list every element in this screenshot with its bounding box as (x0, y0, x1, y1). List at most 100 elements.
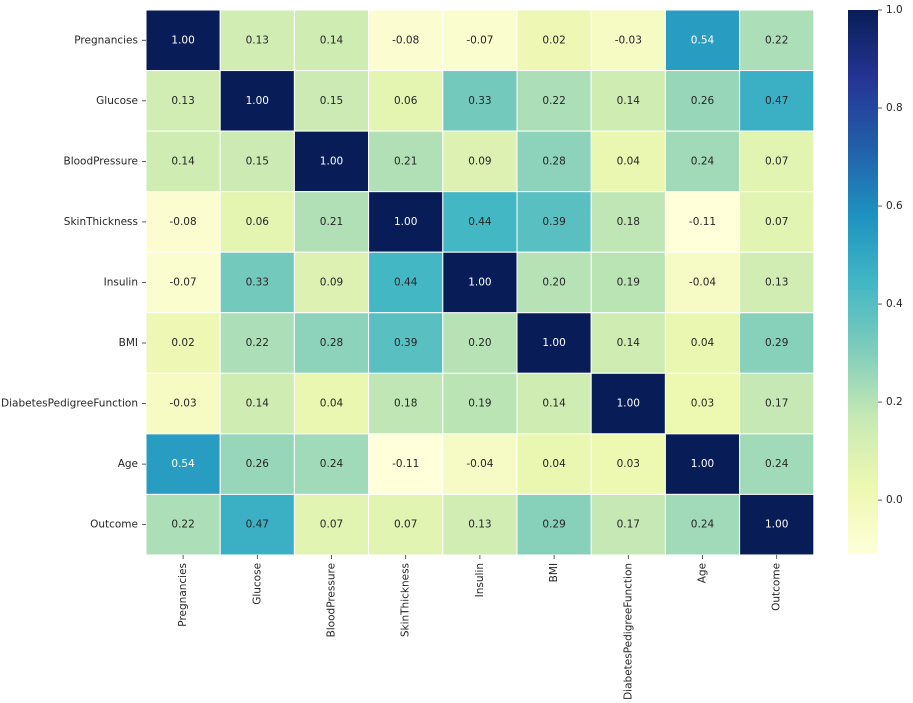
cell-value-label: 0.21 (394, 155, 417, 167)
x-tick-label: Outcome (771, 563, 783, 611)
heatmap-cell (219, 372, 295, 435)
cell-value-label: 0.09 (468, 155, 491, 167)
cell-value-label: 0.04 (691, 337, 715, 349)
cell-value-label: 0.14 (320, 34, 344, 46)
heatmap-cell (442, 130, 518, 193)
cell-value-label: 0.54 (691, 34, 715, 46)
cell-value-label: 0.04 (320, 398, 344, 410)
cell-value-label: 1.00 (765, 519, 788, 531)
cell-value-label: 0.06 (246, 216, 270, 228)
cell-value-label: 1.00 (468, 276, 491, 288)
x-tick-label: Age (697, 563, 709, 583)
heatmap-cell (293, 433, 370, 495)
cell-value-label: -0.11 (392, 458, 419, 470)
cell-value-label: 0.29 (542, 519, 565, 531)
heatmap-cell (516, 433, 592, 495)
y-axis: Pregnancies Glucose BloodPressure SkinThick… (1, 34, 146, 531)
heatmap-cell (293, 9, 370, 72)
cell-value-label: 0.22 (246, 337, 269, 349)
heatmap-cell (664, 312, 741, 374)
cell-value-label: 0.15 (320, 95, 343, 107)
x-tick-label: BloodPressure (326, 563, 338, 637)
cell-value-label: 0.26 (691, 95, 715, 107)
cell-value-label: -0.08 (170, 216, 197, 228)
x-tick-label: BMI (548, 563, 560, 582)
heatmap-cell (145, 70, 221, 132)
cell-value-label: 0.03 (691, 398, 714, 410)
cell-value-label: 0.07 (765, 155, 788, 167)
heatmap-cell (516, 9, 592, 72)
cell-value-label: 0.17 (765, 398, 788, 410)
heatmap-cell (516, 493, 592, 556)
cell-value-label: 0.39 (542, 216, 565, 228)
heatmap-cell (219, 130, 295, 193)
cell-value-label: 0.20 (468, 337, 491, 349)
cell-value-label: 0.21 (320, 216, 343, 228)
cell-value-label: 0.18 (394, 398, 417, 410)
heatmap-cell (219, 9, 295, 72)
heatmap-cell (442, 433, 518, 495)
colorbar-tick-label: 0.2 (886, 396, 903, 408)
cell-value-label: 0.02 (171, 337, 194, 349)
cell-value-label: 0.47 (246, 519, 269, 531)
x-tick-label: SkinThickness (400, 563, 412, 637)
heatmap-annotations: 1.00 0.13 0.14 -0.08 -0.07 0.02 -0.03 0.54 0.22 0… (170, 34, 789, 530)
cell-value-label: 0.07 (320, 519, 343, 531)
x-tick-label: DiabetesPedigreeFunction (622, 563, 634, 699)
heatmap-cell (293, 493, 370, 556)
cell-value-label: 0.15 (246, 155, 269, 167)
cell-value-label: 0.22 (765, 34, 788, 46)
heatmap-cell (145, 191, 221, 253)
cell-value-label: 1.00 (394, 216, 417, 228)
cell-value-label: -0.04 (466, 458, 493, 470)
cell-value-label: 0.17 (617, 519, 640, 531)
heatmap-cell (368, 433, 444, 495)
y-tick-label: Pregnancies (74, 34, 138, 46)
cell-value-label: 0.28 (320, 337, 343, 349)
cell-value-label: 1.00 (691, 458, 714, 470)
heatmap-cell (739, 312, 815, 374)
cell-value-label: 0.13 (246, 34, 269, 46)
cell-value-label: 0.19 (617, 276, 640, 288)
heatmap-cell (145, 9, 221, 72)
cell-value-label: 0.13 (765, 276, 788, 288)
x-axis: Pregnancies Glucose BloodPressure SkinThick… (177, 554, 783, 700)
x-tick-label: Insulin (474, 563, 486, 597)
cell-value-label: 0.18 (617, 216, 640, 228)
cell-value-label: -0.03 (615, 34, 642, 46)
heatmap-cell (664, 70, 741, 132)
cell-value-label: -0.08 (392, 34, 419, 46)
cell-value-label: 0.24 (691, 519, 715, 531)
cell-value-label: 0.09 (320, 276, 343, 288)
cell-value-label: 0.04 (542, 458, 566, 470)
heatmap-cell (145, 130, 221, 193)
y-tick-label: DiabetesPedigreeFunction (1, 398, 138, 410)
y-tick-label: SkinThickness (64, 216, 138, 228)
heatmap-cell (442, 312, 518, 374)
cell-value-label: 0.03 (617, 458, 640, 470)
heatmap-cell (293, 70, 370, 132)
heatmap-cell (368, 191, 444, 253)
heatmap-cell (293, 130, 370, 193)
x-tick-label: Glucose (251, 563, 263, 605)
cell-value-label: 1.00 (617, 398, 640, 410)
heatmap-cell (739, 191, 815, 253)
heatmap-cell (219, 312, 295, 374)
cell-value-label: 0.28 (542, 155, 565, 167)
heatmap-cell (739, 493, 815, 556)
cell-value-label: 0.24 (320, 458, 344, 470)
heatmap-cell (739, 70, 815, 132)
cell-value-label: 0.04 (617, 155, 641, 167)
colorbar-tick-label: 0.6 (886, 200, 903, 212)
cell-value-label: 0.07 (765, 216, 788, 228)
heatmap-cell (293, 251, 370, 314)
cell-value-label: -0.03 (170, 398, 197, 410)
colorbar-tick-label: 1.0 (886, 4, 903, 16)
cell-value-label: 1.00 (320, 155, 343, 167)
heatmap-cell (368, 493, 444, 556)
cell-value-label: 1.00 (246, 95, 269, 107)
heatmap-cells (145, 9, 815, 556)
y-tick-label: Age (118, 458, 138, 470)
heatmap-cell (590, 130, 666, 193)
